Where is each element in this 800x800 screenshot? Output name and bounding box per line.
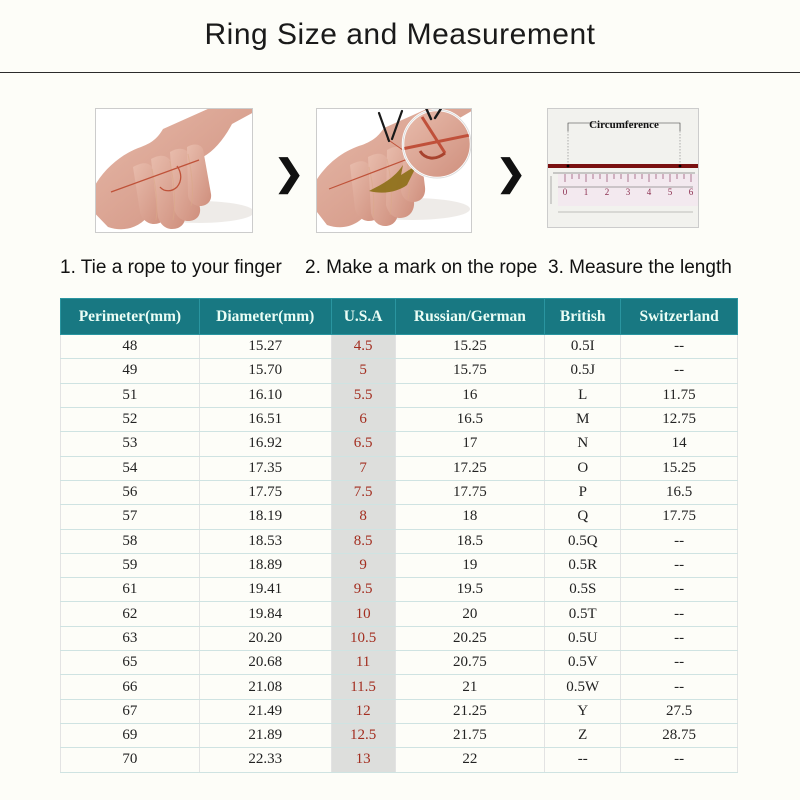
svg-text:4: 4 — [647, 187, 652, 197]
svg-text:3: 3 — [626, 187, 631, 197]
svg-text:6: 6 — [689, 187, 694, 197]
svg-text:1: 1 — [584, 187, 589, 197]
svg-text:0: 0 — [563, 187, 568, 197]
svg-text:5: 5 — [668, 187, 673, 197]
svg-text:Circumference: Circumference — [589, 119, 659, 131]
svg-text:2: 2 — [605, 187, 610, 197]
